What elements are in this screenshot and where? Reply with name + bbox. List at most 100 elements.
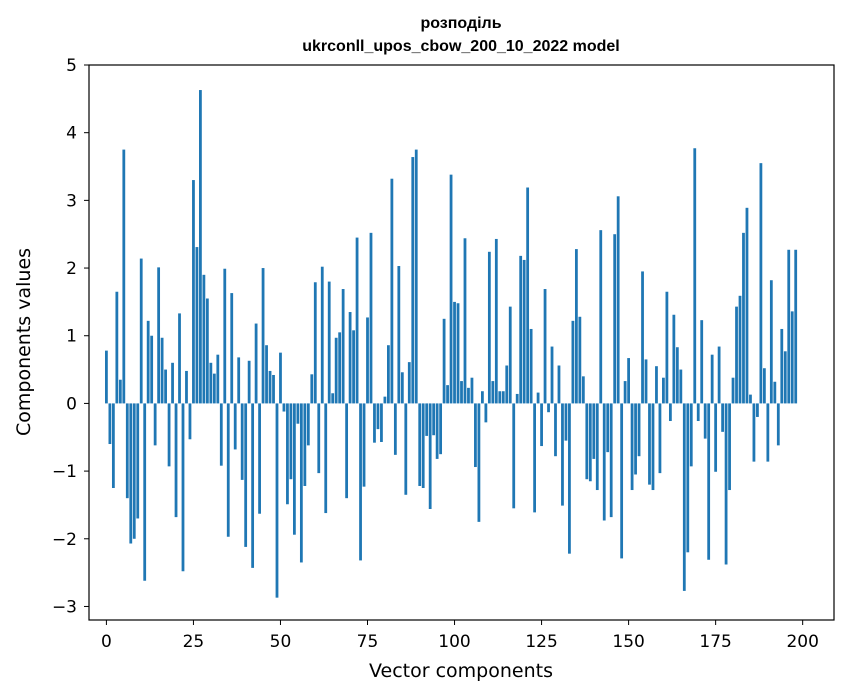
bar-59 [310,374,314,404]
bar-33 [219,403,223,466]
chart-subtitle: ukrconll_upos_cbow_200_10_2022 model [302,38,619,55]
bar-154 [641,271,644,404]
bar-88 [411,157,415,404]
bar-185 [749,394,752,404]
x-tick-label: 75 [357,632,379,652]
bar-3 [115,291,119,404]
bar-122 [529,328,533,404]
bar-68 [341,289,345,404]
bar-127 [547,403,550,413]
bar-187 [756,403,759,417]
bar-47 [268,370,272,404]
bar-8 [132,403,136,539]
bar-45 [261,268,265,404]
bar-184 [745,207,749,404]
bar-165 [679,369,683,404]
bar-175 [714,403,718,472]
bar-55 [296,403,300,424]
bar-129 [554,403,557,457]
bar-34 [223,268,227,404]
bar-89 [414,149,418,404]
bar-191 [769,280,773,404]
bar-2 [111,403,115,489]
bar-31 [212,373,216,404]
bar-192 [773,381,777,404]
bar-172 [703,403,707,439]
x-axis-ticks: 0 25 50 75 100 125 150 175 200 [101,620,819,652]
bar-74 [362,403,366,487]
bar-180 [731,377,735,404]
bar-98 [446,385,449,404]
bar-9 [136,403,140,519]
bar-158 [655,366,658,404]
bar-12 [146,320,150,404]
bar-157 [651,403,655,491]
bar-117 [512,403,516,509]
bar-179 [728,403,731,491]
bar-7 [129,403,133,544]
bar-186 [752,403,756,462]
plot-frame [88,64,835,621]
bar-69 [345,403,349,499]
bar-51 [282,403,286,412]
y-axis-ticks: −3 −2 −1 0 1 2 3 4 5 [52,56,89,617]
bar-141 [595,403,599,491]
bar-60 [313,282,317,404]
bar-95 [435,403,439,459]
bars-group [105,90,798,598]
y-tick-label: 1 [66,327,77,347]
bar-43 [254,323,258,404]
bar-190 [766,403,770,462]
x-tick-label: 125 [525,632,557,652]
bar-189 [762,368,766,404]
bar-100 [453,301,456,404]
bar-50 [279,352,282,404]
bar-11 [143,403,147,581]
bar-125 [540,403,543,447]
y-tick-label: 4 [66,124,77,144]
bar-63 [324,403,328,514]
bar-84 [397,266,401,404]
bar-123 [533,403,536,513]
bar-16 [160,337,164,404]
bar-106 [474,403,477,468]
bar-173 [707,403,711,560]
bar-94 [432,403,436,436]
y-axis-label: Components values [13,248,35,436]
bar-14 [153,403,157,446]
bar-196 [787,249,791,404]
bar-148 [620,403,624,559]
bar-145 [609,403,613,518]
y-tick-label: 5 [66,56,77,76]
bar-15 [157,267,161,404]
bar-118 [515,393,519,404]
bar-36 [230,293,234,404]
bar-85 [400,372,404,404]
bar-67 [338,332,342,404]
bar-162 [668,403,672,422]
bar-10 [139,258,143,404]
bar-170 [696,403,700,422]
bar-198 [794,249,798,404]
bar-109 [484,403,488,423]
x-tick-label: 25 [183,632,205,652]
x-tick-label: 200 [786,632,818,652]
bar-164 [675,347,679,404]
bar-174 [710,354,714,404]
bar-151 [630,403,634,491]
bar-91 [421,403,425,489]
bar-155 [644,359,648,404]
bar-23 [185,370,188,404]
bar-176 [717,346,721,404]
bar-107 [477,403,481,522]
y-tick-label: 2 [66,259,77,279]
bar-80 [383,396,387,404]
bar-147 [616,196,620,404]
bar-132 [564,403,568,441]
bar-102 [460,381,463,404]
bar-39 [240,403,244,480]
bar-171 [700,320,704,404]
bar-19 [171,362,174,404]
chart-title: розподіль [420,15,501,32]
bar-18 [167,403,171,467]
